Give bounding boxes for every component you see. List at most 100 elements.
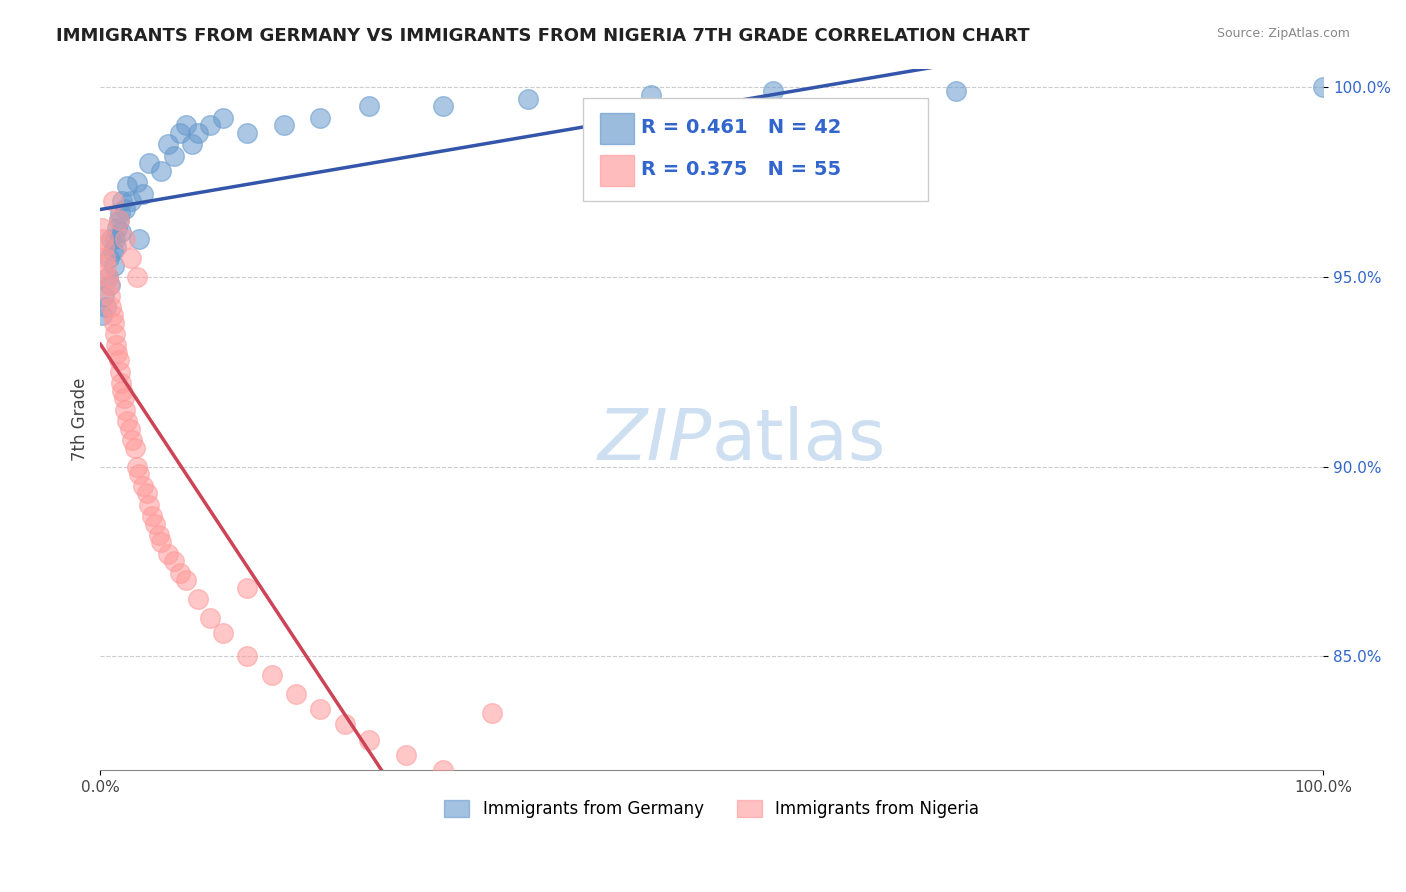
Legend: Immigrants from Germany, Immigrants from Nigeria: Immigrants from Germany, Immigrants from…: [437, 793, 986, 825]
Point: [163, 149, 186, 163]
Point: [138, 498, 160, 512]
Point: [108, 365, 131, 379]
Point: [169, 126, 191, 140]
Point: [97, 270, 120, 285]
Point: [105, 338, 128, 352]
Point: [101, 244, 124, 258]
Point: [93, 289, 115, 303]
Point: [432, 99, 454, 113]
Point: [141, 508, 163, 523]
Point: [174, 119, 197, 133]
Point: [359, 732, 381, 747]
Point: [640, 88, 662, 103]
Y-axis label: 7th Grade: 7th Grade: [72, 377, 89, 461]
Point: [114, 232, 136, 246]
Point: [107, 213, 129, 227]
Point: [132, 478, 155, 492]
Point: [156, 547, 179, 561]
Point: [236, 649, 259, 664]
Point: [114, 202, 136, 216]
Point: [91, 232, 114, 246]
Text: IMMIGRANTS FROM GERMANY VS IMMIGRANTS FROM NIGERIA 7TH GRADE CORRELATION CHART: IMMIGRANTS FROM GERMANY VS IMMIGRANTS FR…: [56, 27, 1029, 45]
Point: [120, 251, 142, 265]
Point: [128, 467, 150, 482]
Point: [120, 194, 142, 209]
Point: [114, 402, 136, 417]
Point: [112, 392, 135, 406]
Point: [97, 277, 120, 292]
Point: [128, 232, 150, 246]
Point: [211, 626, 233, 640]
Point: [103, 259, 125, 273]
Point: [187, 592, 209, 607]
Point: [97, 270, 120, 285]
Point: [481, 706, 503, 720]
Point: [145, 516, 167, 531]
Point: [96, 259, 118, 273]
Point: [236, 581, 259, 595]
Point: [117, 179, 139, 194]
Point: [108, 205, 131, 219]
Point: [104, 326, 127, 341]
Point: [150, 535, 173, 549]
Point: [93, 240, 115, 254]
Point: [200, 119, 222, 133]
Point: [174, 574, 197, 588]
Point: [107, 213, 129, 227]
Point: [762, 84, 785, 98]
Point: [150, 164, 173, 178]
Point: [309, 111, 332, 125]
Point: [98, 277, 121, 292]
Point: [111, 384, 134, 398]
Point: [333, 717, 356, 731]
Point: [395, 747, 418, 762]
Point: [100, 232, 122, 246]
Point: [105, 240, 128, 254]
Point: [98, 289, 121, 303]
Point: [156, 137, 179, 152]
Point: [517, 92, 540, 106]
Point: [148, 528, 170, 542]
Point: [107, 353, 129, 368]
Point: [1312, 80, 1334, 95]
Point: [101, 194, 124, 209]
Point: [945, 84, 967, 98]
Point: [94, 251, 117, 265]
Point: [260, 668, 283, 682]
Text: R = 0.461   N = 42: R = 0.461 N = 42: [641, 118, 842, 137]
Point: [169, 566, 191, 580]
Text: ZIP: ZIP: [598, 406, 711, 475]
Point: [138, 156, 160, 170]
Point: [285, 687, 308, 701]
Point: [125, 459, 148, 474]
Point: [309, 702, 332, 716]
Point: [110, 225, 132, 239]
Point: [103, 316, 125, 330]
Point: [125, 175, 148, 189]
Point: [135, 486, 157, 500]
Point: [104, 232, 127, 246]
Point: [359, 99, 381, 113]
Point: [101, 308, 124, 322]
Text: R = 0.375   N = 55: R = 0.375 N = 55: [641, 160, 841, 179]
Point: [181, 137, 204, 152]
Point: [110, 376, 132, 391]
Point: [273, 119, 295, 133]
Point: [107, 346, 129, 360]
Point: [125, 270, 148, 285]
Point: [100, 301, 122, 315]
Point: [90, 308, 112, 322]
Point: [90, 220, 112, 235]
Point: [111, 194, 134, 209]
Point: [200, 611, 222, 625]
Point: [163, 554, 186, 568]
Point: [236, 126, 259, 140]
Text: Source: ZipAtlas.com: Source: ZipAtlas.com: [1216, 27, 1350, 40]
Point: [96, 301, 118, 315]
Point: [118, 422, 141, 436]
Point: [211, 111, 233, 125]
Text: atlas: atlas: [711, 406, 886, 475]
Point: [117, 414, 139, 428]
Point: [97, 251, 120, 265]
Point: [132, 186, 155, 201]
